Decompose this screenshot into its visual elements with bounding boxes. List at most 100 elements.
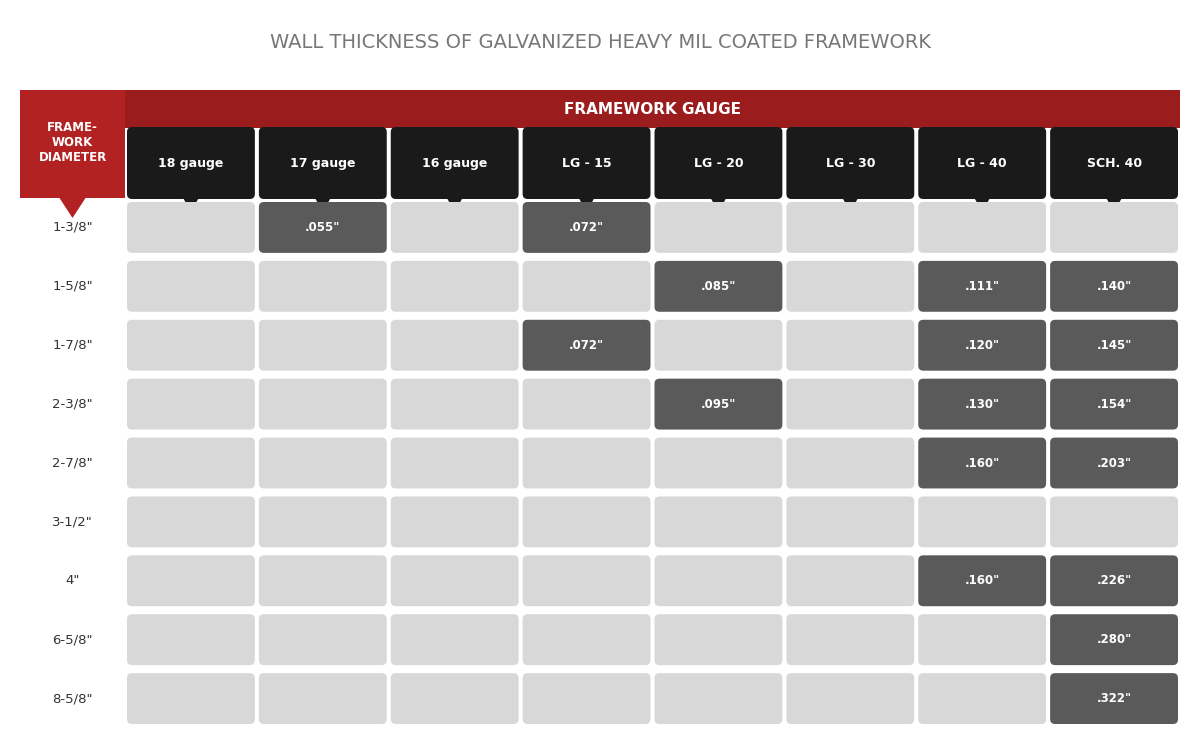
Text: LG - 20: LG - 20	[694, 157, 743, 170]
FancyBboxPatch shape	[654, 379, 782, 430]
FancyBboxPatch shape	[918, 202, 1046, 253]
FancyBboxPatch shape	[786, 673, 914, 724]
FancyBboxPatch shape	[523, 673, 650, 724]
FancyBboxPatch shape	[391, 555, 518, 606]
FancyBboxPatch shape	[127, 437, 254, 488]
Text: .203": .203"	[1097, 457, 1132, 470]
Text: 3-1/2": 3-1/2"	[52, 515, 92, 529]
Text: .095": .095"	[701, 398, 736, 410]
Text: 2-7/8": 2-7/8"	[52, 457, 92, 470]
FancyBboxPatch shape	[127, 127, 254, 199]
FancyBboxPatch shape	[654, 320, 782, 370]
Text: 17 gauge: 17 gauge	[290, 157, 355, 170]
Text: 4": 4"	[65, 574, 79, 587]
FancyBboxPatch shape	[523, 320, 650, 370]
FancyBboxPatch shape	[259, 202, 386, 253]
FancyBboxPatch shape	[786, 320, 914, 370]
FancyBboxPatch shape	[918, 673, 1046, 724]
Text: .140": .140"	[1097, 280, 1132, 292]
FancyBboxPatch shape	[259, 127, 386, 199]
Text: .055": .055"	[305, 221, 341, 234]
FancyBboxPatch shape	[918, 320, 1046, 370]
FancyBboxPatch shape	[523, 261, 650, 312]
FancyBboxPatch shape	[259, 614, 386, 665]
FancyBboxPatch shape	[1050, 437, 1178, 488]
FancyBboxPatch shape	[918, 261, 1046, 312]
FancyBboxPatch shape	[786, 379, 914, 430]
FancyBboxPatch shape	[654, 673, 782, 724]
FancyBboxPatch shape	[259, 379, 386, 430]
Text: .120": .120"	[965, 339, 1000, 352]
Text: 1-5/8": 1-5/8"	[52, 280, 92, 292]
Text: 6-5/8": 6-5/8"	[53, 633, 92, 646]
Text: FRAME-
WORK
DIAMETER: FRAME- WORK DIAMETER	[38, 121, 107, 164]
Text: WALL THICKNESS OF GALVANIZED HEAVY MIL COATED FRAMEWORK: WALL THICKNESS OF GALVANIZED HEAVY MIL C…	[270, 32, 930, 52]
FancyBboxPatch shape	[127, 202, 254, 253]
Text: .085": .085"	[701, 280, 736, 292]
FancyBboxPatch shape	[654, 496, 782, 548]
FancyBboxPatch shape	[918, 437, 1046, 488]
FancyBboxPatch shape	[391, 673, 518, 724]
FancyBboxPatch shape	[259, 496, 386, 548]
FancyBboxPatch shape	[523, 379, 650, 430]
FancyBboxPatch shape	[391, 379, 518, 430]
FancyBboxPatch shape	[786, 614, 914, 665]
FancyBboxPatch shape	[786, 261, 914, 312]
FancyBboxPatch shape	[1050, 202, 1178, 253]
Text: .226": .226"	[1097, 574, 1132, 587]
FancyBboxPatch shape	[391, 496, 518, 548]
FancyBboxPatch shape	[523, 437, 650, 488]
Text: .145": .145"	[1097, 339, 1132, 352]
Text: .160": .160"	[965, 457, 1000, 470]
FancyBboxPatch shape	[786, 496, 914, 548]
Text: .280": .280"	[1097, 633, 1132, 646]
FancyBboxPatch shape	[127, 555, 254, 606]
FancyBboxPatch shape	[1050, 261, 1178, 312]
FancyBboxPatch shape	[127, 320, 254, 370]
FancyBboxPatch shape	[918, 614, 1046, 665]
Text: .072": .072"	[569, 339, 604, 352]
Polygon shape	[60, 198, 85, 218]
FancyBboxPatch shape	[391, 614, 518, 665]
FancyBboxPatch shape	[523, 614, 650, 665]
Polygon shape	[576, 194, 596, 212]
FancyBboxPatch shape	[1050, 673, 1178, 724]
FancyBboxPatch shape	[654, 614, 782, 665]
FancyBboxPatch shape	[523, 202, 650, 253]
FancyBboxPatch shape	[259, 320, 386, 370]
Text: .154": .154"	[1097, 398, 1132, 410]
Text: .072": .072"	[569, 221, 604, 234]
FancyBboxPatch shape	[654, 261, 782, 312]
FancyBboxPatch shape	[127, 261, 254, 312]
Text: 8-5/8": 8-5/8"	[53, 692, 92, 705]
FancyBboxPatch shape	[259, 437, 386, 488]
Text: .111": .111"	[965, 280, 1000, 292]
Text: .160": .160"	[965, 574, 1000, 587]
FancyBboxPatch shape	[786, 555, 914, 606]
Polygon shape	[1104, 194, 1124, 212]
FancyBboxPatch shape	[918, 379, 1046, 430]
Polygon shape	[840, 194, 860, 212]
FancyBboxPatch shape	[654, 127, 782, 199]
Text: .322": .322"	[1097, 692, 1132, 705]
FancyBboxPatch shape	[786, 127, 914, 199]
Text: LG - 30: LG - 30	[826, 157, 875, 170]
FancyBboxPatch shape	[20, 90, 125, 198]
FancyBboxPatch shape	[391, 202, 518, 253]
FancyBboxPatch shape	[786, 202, 914, 253]
Polygon shape	[313, 194, 332, 212]
FancyBboxPatch shape	[127, 496, 254, 548]
FancyBboxPatch shape	[523, 555, 650, 606]
FancyBboxPatch shape	[523, 496, 650, 548]
FancyBboxPatch shape	[127, 614, 254, 665]
Text: SCH. 40: SCH. 40	[1086, 157, 1141, 170]
Text: 2-3/8": 2-3/8"	[52, 398, 92, 410]
Text: 1-7/8": 1-7/8"	[52, 339, 92, 352]
FancyBboxPatch shape	[391, 261, 518, 312]
FancyBboxPatch shape	[1050, 555, 1178, 606]
FancyBboxPatch shape	[127, 673, 254, 724]
Text: 18 gauge: 18 gauge	[158, 157, 223, 170]
FancyBboxPatch shape	[391, 437, 518, 488]
FancyBboxPatch shape	[1050, 127, 1178, 199]
FancyBboxPatch shape	[654, 555, 782, 606]
